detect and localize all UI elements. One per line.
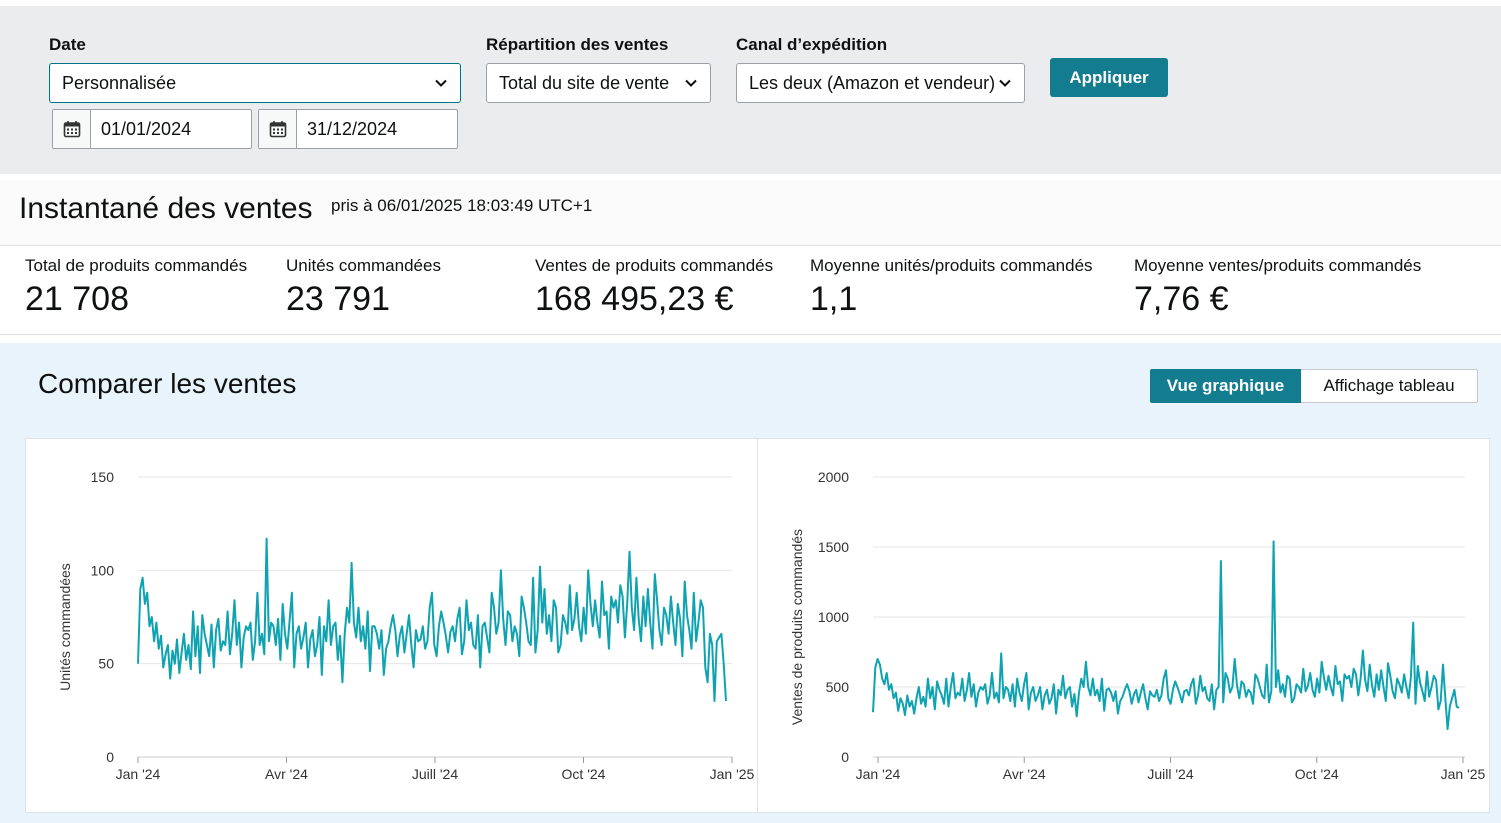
y-tick-label: 100 <box>91 562 115 578</box>
y-tick-label: 1500 <box>818 539 849 555</box>
channel-select[interactable]: Les deux (Amazon et vendeur) <box>736 63 1025 103</box>
series-line <box>137 537 727 702</box>
y-axis-label: Ventes de produits commandés <box>789 529 805 725</box>
units-chart: 0 50 100 150 Jan '24 Avr '24 Juill '24 Oct '24 J… <box>57 469 755 782</box>
x-tick-label: Juill '24 <box>412 766 458 782</box>
end-date-field[interactable]: 31/12/2024 <box>258 109 458 149</box>
series-line <box>872 540 1460 730</box>
sales-chart-panel: 0 500 1000 1500 2000 Jan '24 Avr '24 Juill '24 O… <box>757 438 1490 813</box>
date-range-select[interactable]: Personnalisée <box>49 63 461 103</box>
x-tick-label: Oct '24 <box>1295 766 1339 782</box>
metric-value-avg-units: 1,1 <box>810 280 858 318</box>
compare-title: Comparer les ventes <box>38 368 297 399</box>
breakdown-filter-label: Répartition des ventes <box>486 35 669 54</box>
y-tick-label: 150 <box>91 469 115 485</box>
date-filter-label: Date <box>49 35 86 54</box>
breakdown-select[interactable]: Total du site de vente <box>486 63 711 103</box>
apply-button[interactable]: Appliquer <box>1050 58 1168 97</box>
y-tick-label: 2000 <box>818 469 849 485</box>
date-range-value: Personnalisée <box>62 72 177 93</box>
x-tick-label: Avr '24 <box>265 766 308 782</box>
start-date-field[interactable]: 01/01/2024 <box>52 109 252 149</box>
metric-value-avg-sales: 7,76 € <box>1134 280 1229 318</box>
calendar-icon[interactable] <box>53 110 91 148</box>
x-tick-label: Jan '25 <box>710 766 755 782</box>
metric-label-sales: Ventes de produits commandés <box>535 256 774 275</box>
x-tick-label: Jan '24 <box>856 766 901 782</box>
metric-value-total-products: 21 708 <box>25 280 129 318</box>
y-tick-label: 500 <box>826 679 850 695</box>
y-tick-label: 0 <box>841 749 849 765</box>
chevron-down-icon <box>435 79 447 87</box>
units-chart-panel: 0 50 100 150 Jan '24 Avr '24 Juill '24 Oct '24 J… <box>25 438 758 813</box>
calendar-icon[interactable] <box>259 110 297 148</box>
chevron-down-icon <box>685 79 697 87</box>
y-axis-label: Unités commandées <box>57 563 73 691</box>
start-date-value[interactable]: 01/01/2024 <box>101 118 192 139</box>
metric-value-units: 23 791 <box>286 280 390 318</box>
metric-label-total-products: Total de produits commandés <box>25 256 248 275</box>
channel-value: Les deux (Amazon et vendeur) <box>749 72 996 93</box>
divider <box>0 334 1501 335</box>
metric-value-sales: 168 495,23 € <box>535 280 734 318</box>
table-view-toggle[interactable]: Affichage tableau <box>1301 369 1478 403</box>
sales-chart: 0 500 1000 1500 2000 Jan '24 Avr '24 Juill '24 O… <box>789 469 1486 782</box>
y-tick-label: 0 <box>106 749 114 765</box>
snapshot-timestamp: pris à 06/01/2025 18:03:49 UTC+1 <box>331 196 593 215</box>
x-tick-label: Jan '24 <box>116 766 161 782</box>
metric-label-avg-sales: Moyenne ventes/produits commandés <box>1134 256 1422 275</box>
chevron-down-icon <box>999 79 1011 87</box>
snapshot-title: Instantané des ventes <box>19 192 313 225</box>
x-tick-label: Avr '24 <box>1003 766 1046 782</box>
snapshot-header <box>0 180 1501 246</box>
metric-label-avg-units: Moyenne unités/produits commandés <box>810 256 1093 275</box>
x-tick-label: Jan '25 <box>1441 766 1486 782</box>
chart-view-toggle[interactable]: Vue graphique <box>1150 369 1301 403</box>
x-tick-label: Oct '24 <box>562 766 606 782</box>
x-tick-label: Juill '24 <box>1147 766 1193 782</box>
channel-filter-label: Canal d’expédition <box>736 35 888 54</box>
y-tick-label: 50 <box>98 656 114 672</box>
end-date-value[interactable]: 31/12/2024 <box>307 118 398 139</box>
breakdown-value: Total du site de vente <box>499 72 670 93</box>
y-tick-label: 1000 <box>818 609 849 625</box>
metric-label-units: Unités commandées <box>286 256 441 275</box>
